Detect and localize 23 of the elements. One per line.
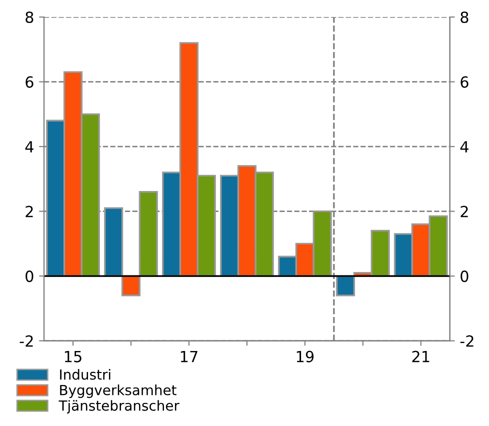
y-tick-label: 0 — [26, 270, 34, 282]
x-tick-label: 19 — [296, 350, 314, 362]
x-tick-label: 15 — [64, 350, 82, 362]
y2-tick-label: -2 — [460, 335, 474, 347]
legend-label: Byggverksamhet — [60, 384, 176, 398]
y-tick-label: 8 — [26, 12, 34, 24]
y-tick-label: 6 — [26, 76, 34, 88]
bar — [138, 191, 158, 277]
legend-label: Industri — [60, 369, 110, 380]
legend-label: Tjänstebranscher — [58, 400, 180, 414]
y2-tick-label: 0 — [460, 270, 468, 282]
x-tick-label: 17 — [180, 350, 198, 362]
y2-tick-label: 8 — [460, 12, 468, 24]
x-tick-label: 21 — [412, 350, 430, 362]
bar — [121, 275, 141, 296]
y2-tick-label: 6 — [460, 76, 468, 88]
y-tick-label: 2 — [26, 206, 33, 218]
y2-tick-label: 2 — [460, 206, 468, 218]
bar — [104, 207, 124, 277]
y-tick-label: 4 — [25, 141, 34, 152]
y2-tick-label: 4 — [460, 141, 468, 152]
y-tick-label: -2 — [20, 335, 33, 347]
bar — [336, 275, 356, 296]
